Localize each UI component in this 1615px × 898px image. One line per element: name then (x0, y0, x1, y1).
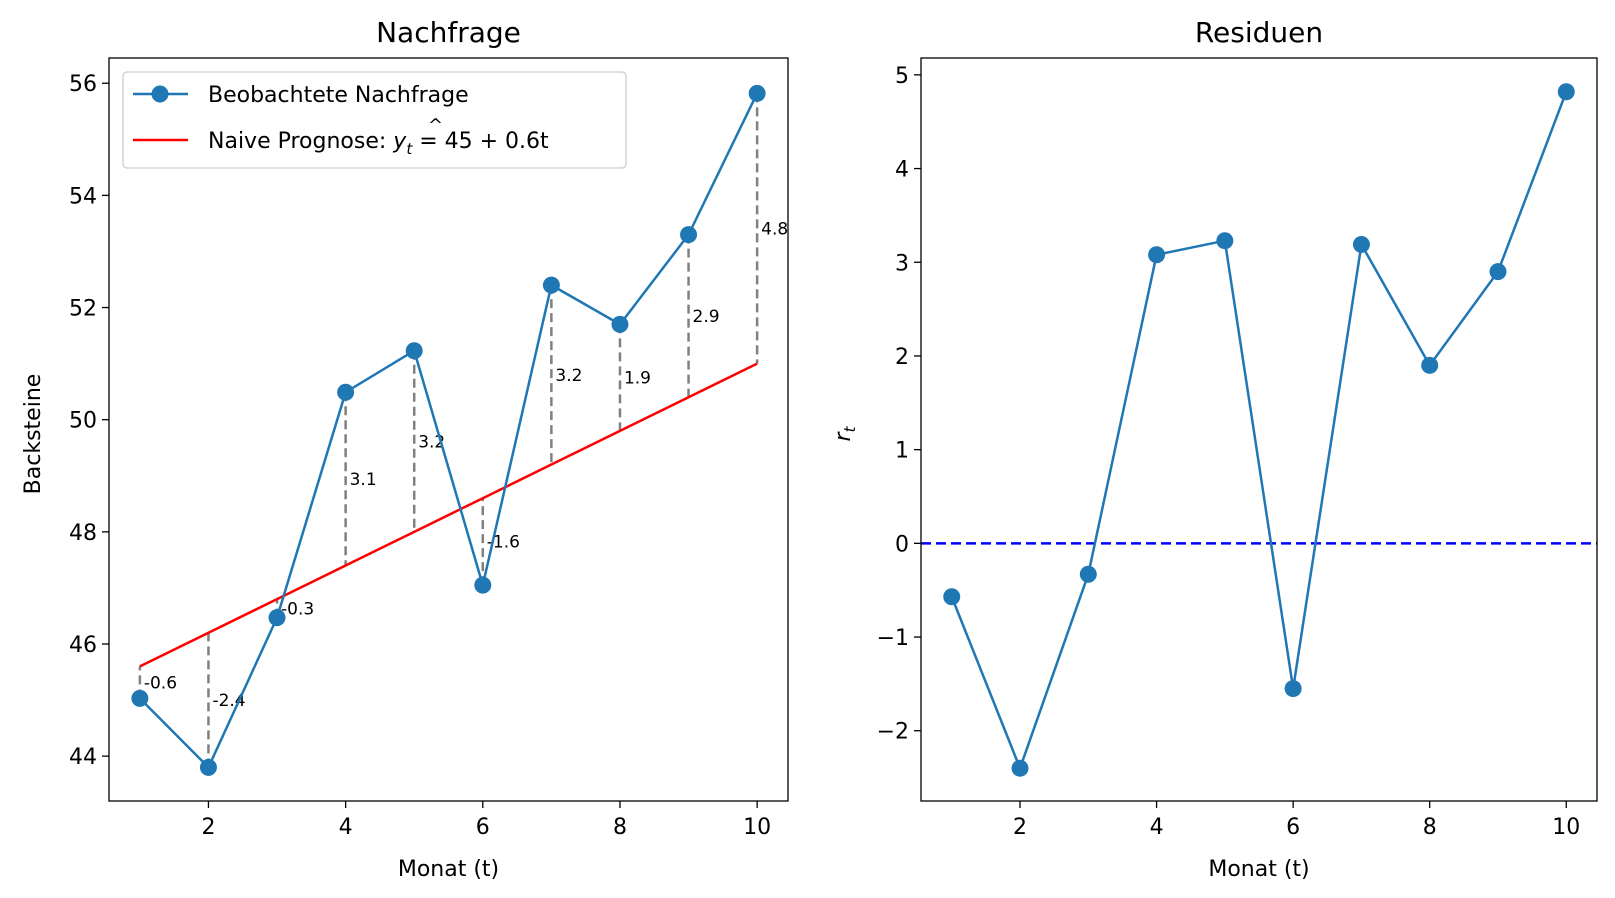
observed-point (131, 689, 149, 707)
residual-label: -1.6 (487, 533, 520, 553)
legend-label-observed: Beobachtete Nachfrage (208, 83, 469, 108)
legend: Beobachtete Nachfrage Naive Prognose: yt… (122, 71, 627, 169)
residuals-ytick-label: 2 (895, 345, 909, 370)
demand-ytick-label: 50 (69, 409, 97, 434)
demand-chart-title: Nachfrage (376, 16, 521, 49)
legend-formula-subscript: t (406, 140, 413, 158)
residuals-chart-title: Residuen (1195, 16, 1323, 49)
observed-point (199, 758, 217, 776)
demand-chart-frame (108, 57, 789, 802)
residuals-chart-ylabel: rt (831, 425, 859, 441)
demand-ytick-label: 48 (69, 521, 97, 546)
residual-point (1284, 680, 1302, 698)
residual-label: 1.9 (624, 369, 651, 389)
demand-xtick-label: 4 (339, 815, 353, 840)
residuals-ylabel-subscript: t (841, 425, 859, 432)
observed-point (748, 84, 766, 102)
residuals-ytick-label: −1 (877, 626, 909, 651)
demand-ytick-label: 54 (69, 184, 97, 209)
residuals-ytick-label: 0 (895, 532, 909, 557)
residual-point (1421, 356, 1439, 374)
residuals-xtick-label: 6 (1286, 815, 1300, 840)
residuals-xtick-label: 2 (1013, 815, 1027, 840)
observed-point (405, 342, 423, 360)
residuals-ytick-label: −2 (877, 720, 909, 745)
legend-label-forecast-text: Naive Prognose: (208, 129, 393, 154)
demand-xtick-label: 6 (476, 815, 490, 840)
demand-chart-ylabel: Backsteine (21, 374, 46, 495)
residual-line (950, 91, 1568, 772)
observed-point (611, 315, 629, 333)
legend-formula-hat: ^ (428, 115, 443, 136)
legend-label-forecast: Naive Prognose: yt = 45 + 0.6t (208, 129, 549, 158)
residual-label: 4.8 (761, 219, 788, 239)
observed-point (542, 276, 560, 294)
residuals-xtick-label: 10 (1552, 815, 1580, 840)
legend-entry-forecast: Naive Prognose: yt = 45 + 0.6t ^ (133, 115, 549, 158)
residual-label: 3.1 (350, 470, 377, 490)
residual-point (1352, 235, 1370, 253)
legend-box (122, 71, 627, 169)
demand-ytick-label: 56 (69, 72, 97, 97)
residual-point (1489, 263, 1507, 281)
residuals-xtick-label: 4 (1150, 815, 1164, 840)
demand-xtick-label: 2 (201, 815, 215, 840)
legend-formula-rhs: = 45 + 0.6t (412, 129, 549, 154)
residuals-chart-frame (920, 57, 1598, 802)
residual-point (1079, 565, 1097, 583)
residuals-chart-xlabel: Monat (t) (1208, 857, 1309, 882)
residuals-chart: Residuen 2 4 6 8 10 −2 −1 0 1 2 3 4 5 Monat (t) rt (831, 16, 1598, 882)
residual-label: 3.2 (555, 366, 582, 386)
residuals-ytick-label: 5 (895, 64, 909, 89)
demand-ytick-label: 52 (69, 297, 97, 322)
residuals-ytick-label: 1 (895, 439, 909, 464)
observed-point (680, 226, 698, 244)
demand-ytick-label: 46 (69, 633, 97, 658)
observed-point (337, 383, 355, 401)
demand-xtick-label: 8 (613, 815, 627, 840)
legend-formula-symbol: y (392, 129, 407, 154)
residual-point (1557, 83, 1575, 101)
residuals-ytick-label: 4 (895, 158, 909, 183)
residual-label: 2.9 (693, 307, 720, 327)
demand-ytick-label: 44 (69, 745, 97, 770)
residual-label: -0.3 (281, 599, 314, 619)
residual-point (1216, 232, 1234, 250)
demand-chart-xlabel: Monat (t) (398, 857, 499, 882)
legend-marker-observed (151, 85, 169, 103)
residual-point (943, 588, 961, 606)
forecast-line (139, 362, 758, 668)
residuals-ytick-label: 3 (895, 251, 909, 276)
residuals-xtick-label: 8 (1423, 815, 1437, 840)
demand-xtick-label: 10 (743, 815, 771, 840)
observed-line (138, 92, 759, 770)
observed-point (474, 576, 492, 594)
residual-point (1011, 759, 1029, 777)
residuals-ylabel-symbol: r (831, 430, 856, 441)
observed-point (268, 609, 286, 627)
residual-label: -2.4 (212, 691, 245, 711)
demand-chart: Nachfrage -0.6-2.4-0.33.13.2-1.63.2 1.92.… (21, 16, 789, 882)
residual-point (1148, 246, 1166, 264)
legend-entry-observed: Beobachtete Nachfrage (133, 83, 469, 108)
residual-label: -0.6 (144, 673, 177, 693)
